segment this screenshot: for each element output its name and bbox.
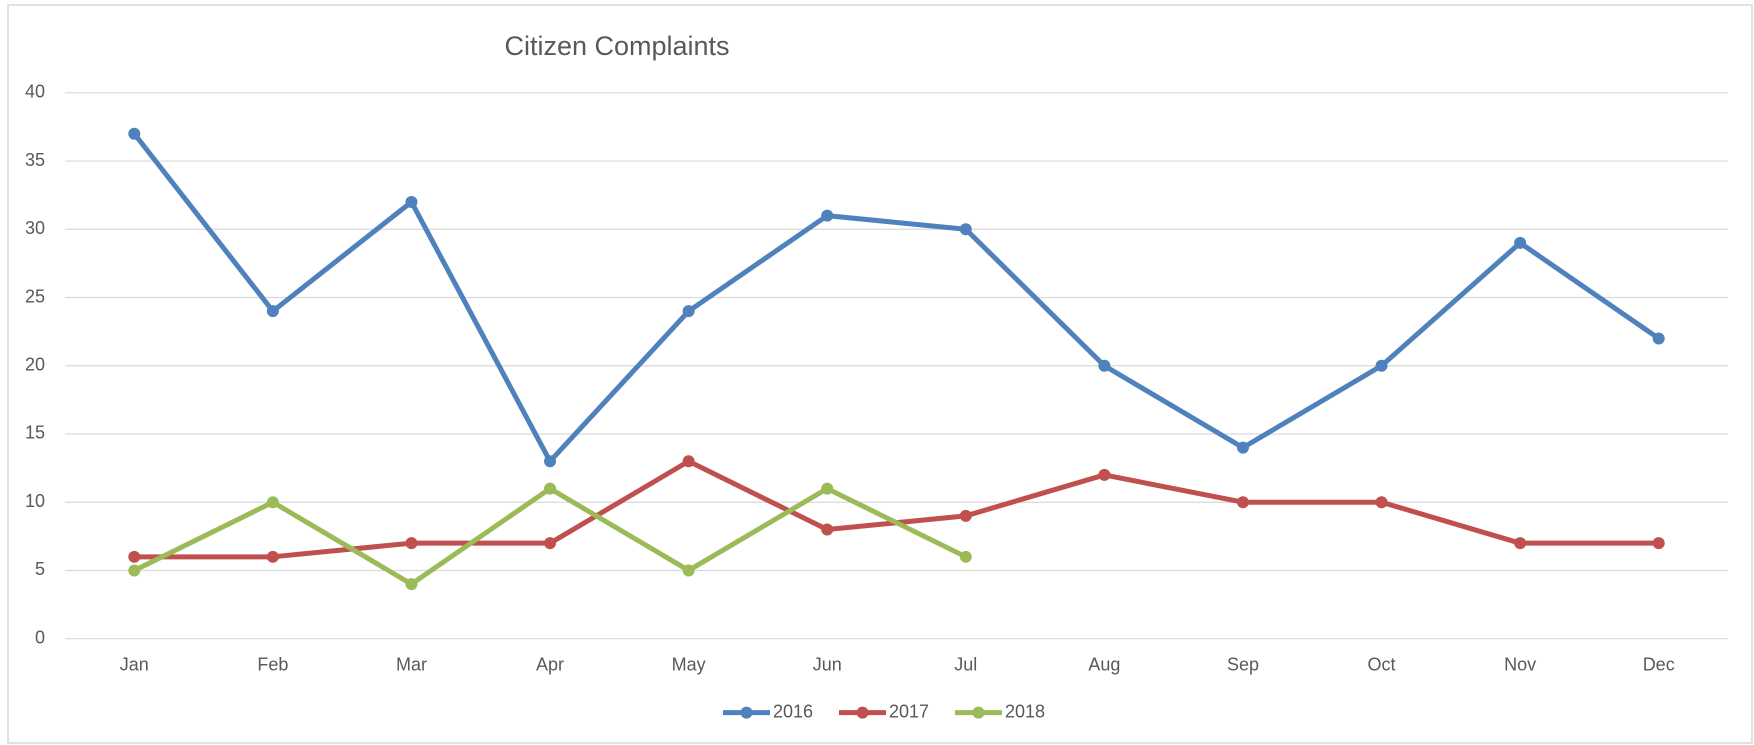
data-point: [682, 305, 695, 318]
legend-label: 2018: [1005, 701, 1045, 721]
data-point: [405, 578, 418, 591]
chart-title: Citizen Complaints: [504, 31, 729, 61]
data-point: [405, 537, 418, 550]
data-point: [266, 550, 279, 563]
data-point: [266, 305, 279, 318]
chart-border: [7, 4, 1753, 744]
data-point: [682, 564, 695, 577]
legend-label: 2017: [889, 701, 929, 721]
data-point: [1375, 496, 1388, 509]
x-tick-label: Dec: [1643, 654, 1675, 674]
y-tick-label: 30: [25, 218, 45, 238]
data-point: [959, 223, 972, 236]
x-tick-label: Mar: [396, 654, 427, 674]
y-tick-label: 10: [25, 491, 45, 511]
x-tick-label: Apr: [536, 654, 564, 674]
data-point: [128, 564, 141, 577]
data-point: [1236, 496, 1249, 509]
x-tick-label: Aug: [1088, 654, 1120, 674]
legend-marker: [740, 706, 753, 719]
x-tick-label: Nov: [1504, 654, 1536, 674]
x-tick-label: Feb: [257, 654, 288, 674]
data-point: [1098, 468, 1111, 481]
data-point: [959, 509, 972, 522]
data-point: [1652, 537, 1665, 550]
data-point: [405, 195, 418, 208]
y-tick-label: 15: [25, 423, 45, 443]
x-tick-label: Jul: [954, 654, 977, 674]
y-tick-label: 25: [25, 286, 45, 306]
data-point: [821, 209, 834, 222]
data-point: [128, 127, 141, 140]
legend-marker: [856, 706, 869, 719]
data-point: [1375, 359, 1388, 372]
data-point: [544, 455, 557, 468]
data-point: [1514, 236, 1527, 249]
data-point: [1098, 359, 1111, 372]
y-tick-label: 35: [25, 150, 45, 170]
x-tick-label: Jan: [120, 654, 149, 674]
data-point: [1236, 441, 1249, 454]
data-point: [544, 537, 557, 550]
series-line: [131, 131, 1662, 464]
x-tick-label: Oct: [1368, 654, 1396, 674]
data-point: [266, 496, 279, 509]
y-tick-label: 40: [25, 82, 45, 102]
y-tick-label: 20: [25, 355, 45, 375]
data-point: [544, 482, 557, 495]
data-point: [1652, 332, 1665, 345]
y-tick-label: 0: [35, 627, 45, 647]
data-point: [821, 523, 834, 536]
data-point: [1514, 537, 1527, 550]
y-tick-label: 5: [35, 559, 45, 579]
x-tick-label: Sep: [1227, 654, 1259, 674]
legend-marker: [972, 706, 985, 719]
x-tick-label: May: [672, 654, 706, 674]
x-tick-label: Jun: [813, 654, 842, 674]
data-point: [128, 550, 141, 563]
data-point: [682, 455, 695, 468]
data-point: [959, 550, 972, 563]
legend-label: 2016: [773, 701, 813, 721]
data-point: [821, 482, 834, 495]
